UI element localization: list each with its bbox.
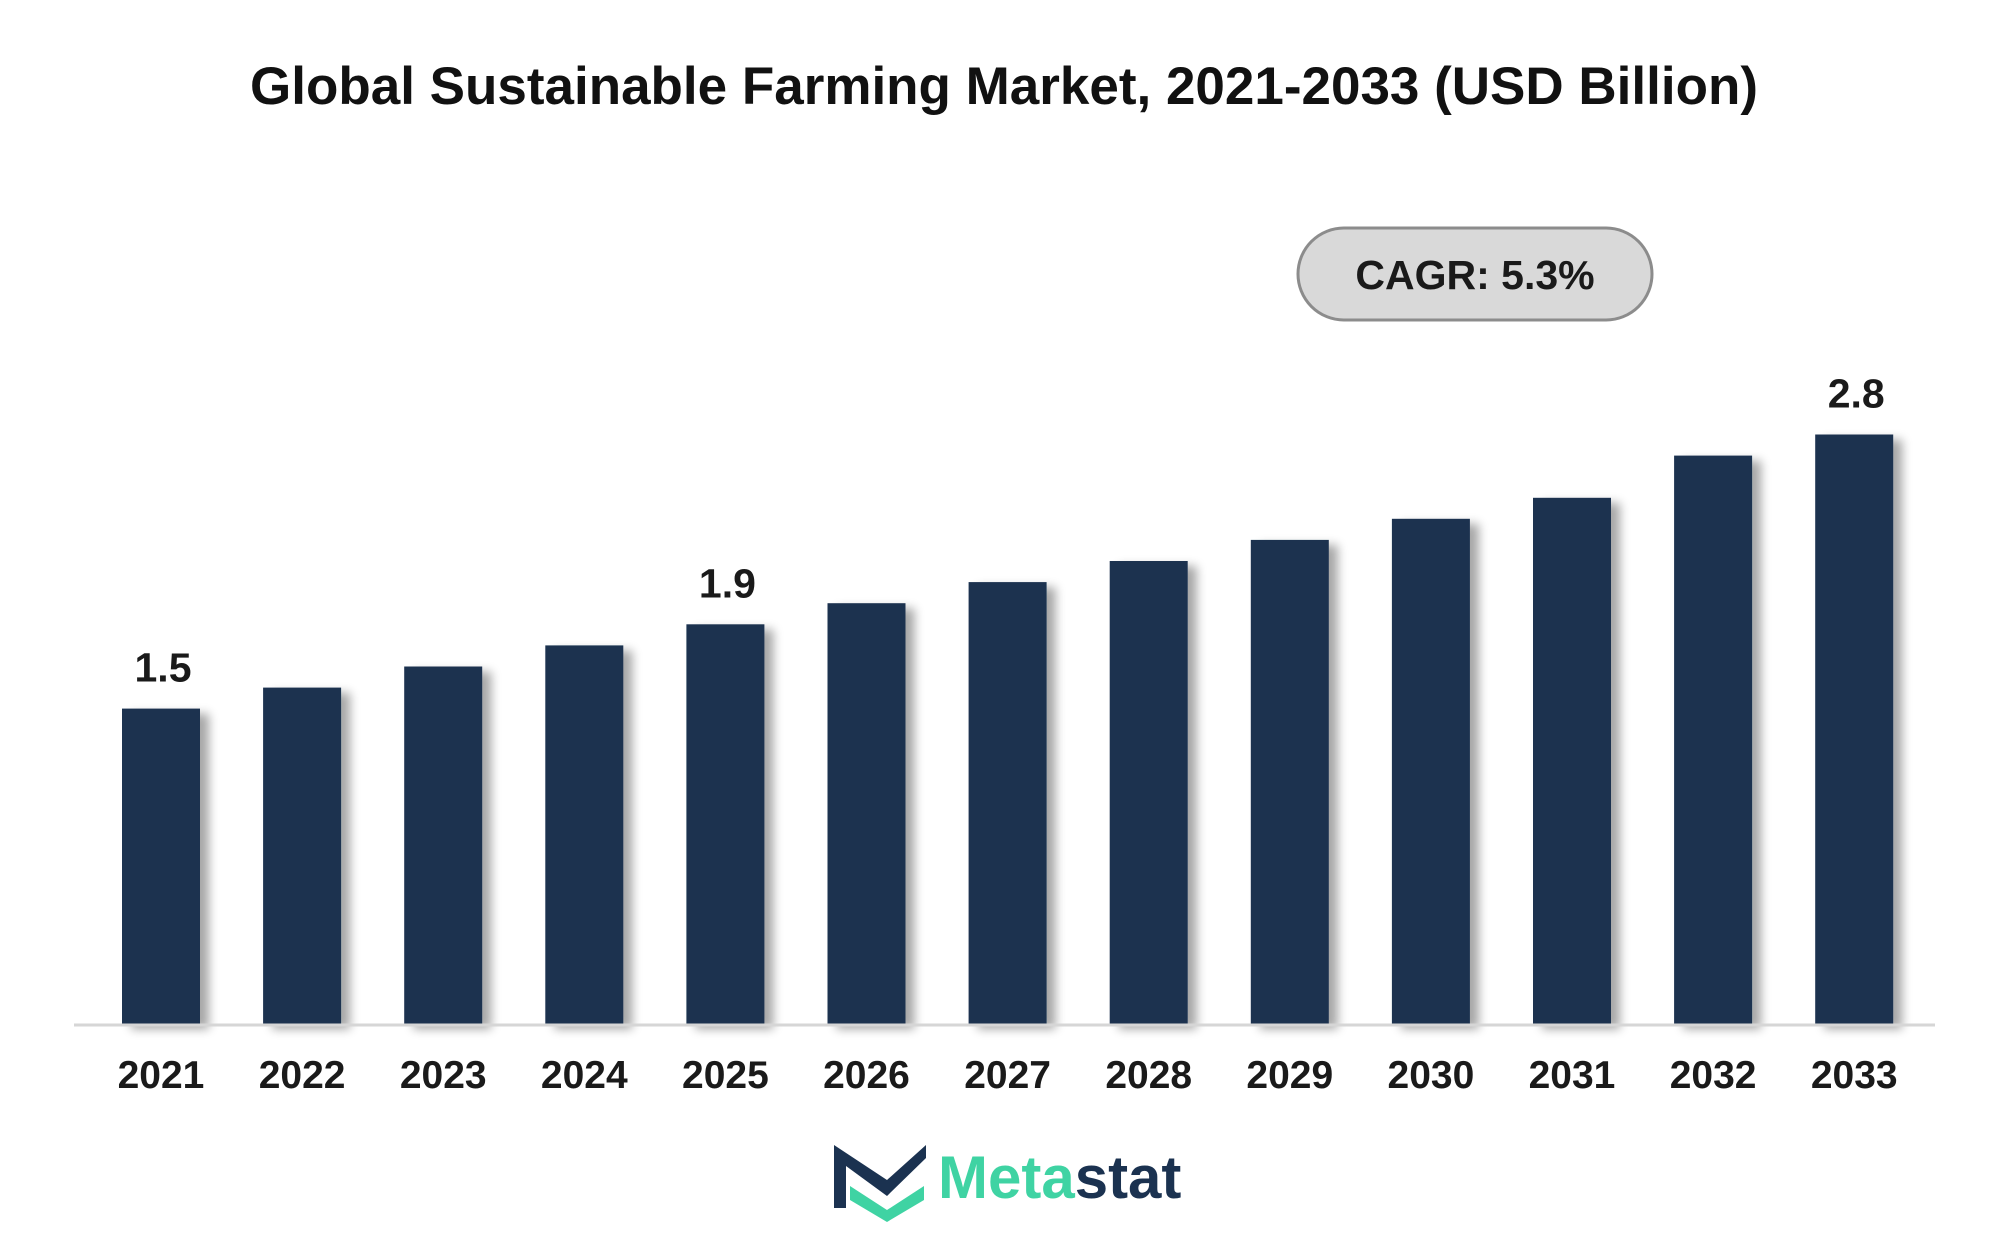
cagr-badge-text: CAGR: 5.3% bbox=[1355, 252, 1594, 298]
x-tick-label-2032: 2032 bbox=[1670, 1054, 1757, 1097]
bar-2030 bbox=[1391, 518, 1470, 1024]
x-tick-label-2031: 2031 bbox=[1529, 1054, 1616, 1097]
logo-wordmark-meta: Meta bbox=[938, 1144, 1075, 1211]
logo-wordmark-stat: stat bbox=[1075, 1144, 1182, 1211]
metastat-m-logo-icon bbox=[834, 1145, 926, 1222]
logo-wordmark: Metastat bbox=[938, 1144, 1181, 1211]
x-tick-label-2033: 2033 bbox=[1811, 1054, 1898, 1097]
bar-2021 bbox=[122, 708, 200, 1024]
bars-group bbox=[122, 434, 1894, 1025]
x-tick-label-2022: 2022 bbox=[259, 1054, 346, 1097]
bar-2031 bbox=[1533, 497, 1611, 1025]
x-tick-label-2028: 2028 bbox=[1105, 1054, 1192, 1097]
x-tick-label-2026: 2026 bbox=[823, 1054, 910, 1097]
x-tick-labels: 2021 2022 2023 2024 2025 2026 2027 2028 2029 2030… bbox=[118, 1054, 1898, 1097]
bar-2032 bbox=[1674, 455, 1753, 1025]
x-tick-label-2021: 2021 bbox=[118, 1054, 205, 1097]
x-tick-label-2024: 2024 bbox=[541, 1054, 628, 1097]
bar-2028 bbox=[1109, 561, 1188, 1024]
bar-2027 bbox=[968, 582, 1047, 1024]
metastat-logo: Metastat bbox=[834, 1144, 1181, 1222]
bar-2029 bbox=[1250, 539, 1329, 1024]
x-tick-label-2027: 2027 bbox=[964, 1054, 1051, 1097]
data-label-2021: 1.5 bbox=[135, 645, 192, 691]
bar-2033 bbox=[1815, 434, 1894, 1024]
bar-2023 bbox=[404, 666, 483, 1024]
chart-title: Global Sustainable Farming Market, 2021-… bbox=[250, 57, 1758, 116]
bar-2024 bbox=[545, 645, 624, 1024]
data-label-2033: 2.8 bbox=[1828, 371, 1885, 417]
bar-2022 bbox=[263, 687, 342, 1024]
x-tick-label-2030: 2030 bbox=[1388, 1054, 1475, 1097]
cagr-badge: CAGR: 5.3% bbox=[1296, 226, 1654, 322]
bar-2025 bbox=[686, 624, 765, 1024]
data-labels: 1.5 1.9 2.8 bbox=[135, 371, 1885, 691]
bar-2026 bbox=[827, 603, 906, 1024]
x-tick-label-2025: 2025 bbox=[682, 1054, 769, 1097]
cagr-badge-background bbox=[1296, 226, 1654, 322]
data-label-2025: 1.9 bbox=[699, 560, 756, 606]
x-tick-label-2029: 2029 bbox=[1246, 1054, 1333, 1097]
x-tick-label-2023: 2023 bbox=[400, 1054, 487, 1097]
